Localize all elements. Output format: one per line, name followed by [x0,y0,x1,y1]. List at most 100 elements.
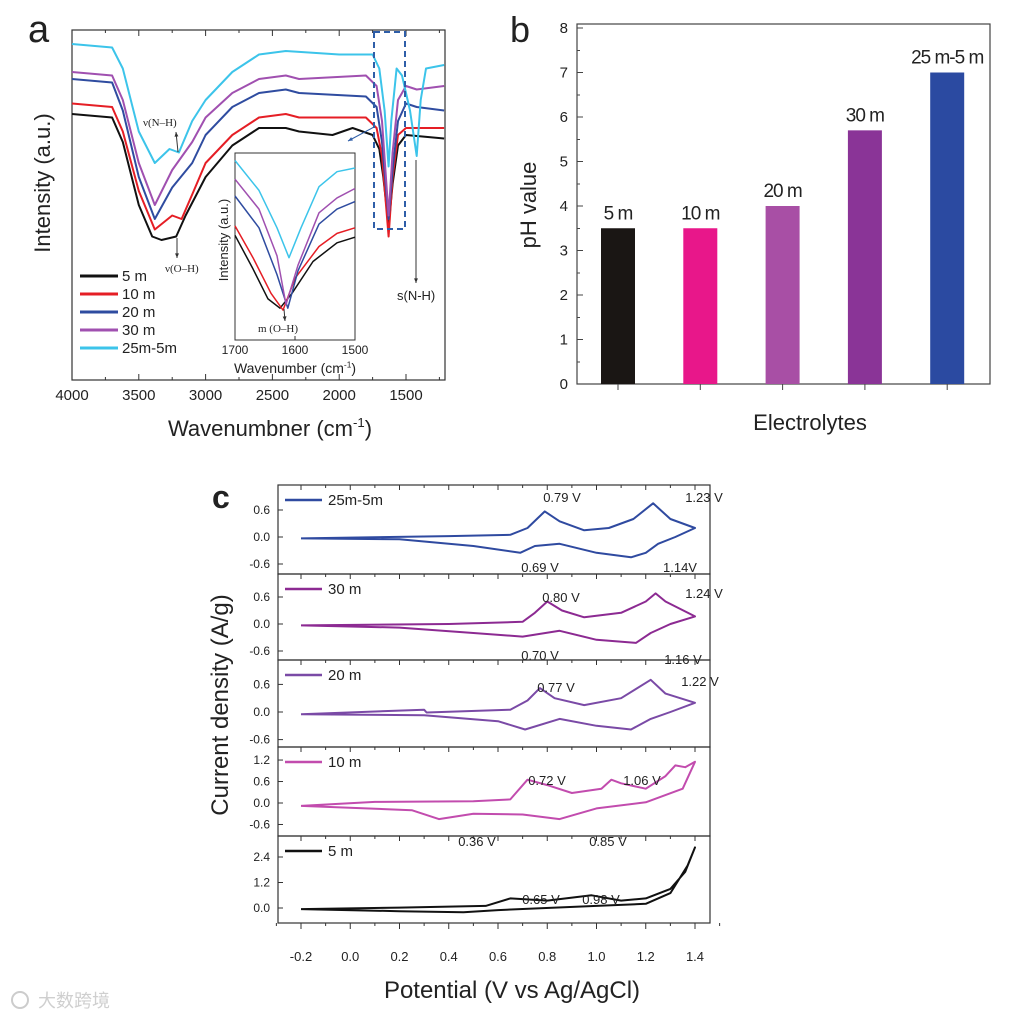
peak-label: 0.79 V [543,490,581,505]
arrow-s-nh-head [414,278,418,283]
annotation-nu-oh: ν(O–H) [165,263,199,275]
y-tick-label-c: 1.2 [253,753,270,767]
annotation-nu-nh: ν(N–H) [143,117,177,129]
x-tick-label-c: -0.2 [290,949,312,964]
peak-label: 0.65 V [522,892,560,907]
inset-series-30m [234,178,356,306]
x-tick-label-c: 1.4 [686,949,704,964]
y-axis-title-c: Current density (A/g) [207,594,234,815]
annotation-m-oh: m (O–H) [258,323,298,335]
y-tick-label-c: 0.0 [253,617,270,631]
inset-series-20m [234,195,356,309]
ftir-series-30m [71,71,445,217]
zoom-region-box [373,31,406,230]
watermark-text: 大数跨境 [38,991,110,1011]
peak-label: 0.72 V [528,773,566,788]
cv-series-5m [300,846,696,914]
y-tick-label-c: 1.2 [253,876,270,890]
y-axis-title-b: pH value [516,162,541,249]
peak-label: 0.69 V [521,560,559,575]
y-tick-label-b: 3 [560,243,568,260]
legend-label-c: 5 m [328,843,353,860]
peak-label: 1.23 V [685,490,723,505]
inset-y-axis-title: Intensity (a.u.) [216,199,231,281]
cv-series-10m [300,760,696,821]
x-tick-label-a: 3000 [189,387,222,404]
inset-x-axis-title-main: Wavenumber (cm [234,360,344,376]
cv-subpanel-frame [277,835,711,924]
arrow-nu-nh-head [174,132,179,137]
panel-letter-a: a [28,9,50,51]
x-tick-label-a: 4000 [55,387,88,404]
panel-letter-c: c [212,479,230,515]
panel-letter-b: b [510,9,530,50]
bar-5m [601,228,635,384]
legend-label-c: 25m-5m [328,492,383,509]
legend-label-a: 25m-5m [122,340,177,357]
watermark-logo-icon [11,991,29,1009]
cv-series-25m-5m [300,502,696,559]
y-tick-label-b: 6 [560,109,568,126]
peak-label: 0.70 V [521,648,559,663]
x-tick-label-a: 2500 [256,387,289,404]
inset-series-25m-5m [234,160,356,259]
inset-x-axis-title: Wavenumber (cm-1) [234,359,356,376]
y-tick-label-c: 0.0 [253,901,270,915]
y-tick-label-b: 2 [560,287,568,304]
y-tick-label-c: 0.0 [253,705,270,719]
y-tick-label-b: 4 [560,198,568,215]
y-tick-label-c: 0.6 [253,677,270,691]
x-tick-label-c: 1.0 [587,949,605,964]
x-axis-title-a-main: Wavenumbner (cm [168,416,353,441]
x-axis-title-b: Electrolytes [753,410,867,435]
x-tick-label-c: 0.2 [390,949,408,964]
y-tick-label-c: -0.6 [249,817,270,831]
y-tick-label-c: 0.6 [253,775,270,789]
x-tick-label-a: 3500 [122,387,155,404]
inset-frame [234,152,356,341]
y-tick-label-b: 5 [560,154,568,171]
cv-series-30m [300,592,696,644]
panel-a-plot-frame [71,29,446,381]
x-tick-label-c: 1.2 [637,949,655,964]
x-tick-label-c: 0.6 [489,949,507,964]
peak-label: 0.98 V [582,892,620,907]
legend-label-a: 10 m [122,286,155,303]
x-axis-title-a-close: ) [365,416,372,441]
y-tick-label-c: -0.6 [249,557,270,571]
bar-label: 25 m-5 m [911,48,983,69]
y-tick-label-c: -0.6 [249,644,270,658]
bar-label: 30 m [846,105,884,126]
peak-label: 1.14V [663,560,697,575]
bar-25m-5m [930,72,965,384]
legend-label-c: 20 m [328,667,361,684]
inset-x-axis-title-close: ) [351,360,356,376]
x-axis-title-a-sup: -1 [353,415,365,430]
inset-x-axis-title-sup: -1 [344,359,352,369]
peak-label: 0.77 V [537,680,575,695]
peak-label: 1.24 V [685,586,723,601]
legend-label-c: 30 m [328,581,361,598]
bar-20m [765,206,800,384]
peak-label: 0.85 V [589,834,627,849]
x-axis-title-a: Wavenumbner (cm-1) [168,415,372,441]
bar-30m [847,130,882,384]
x-tick-label-c: 0.8 [538,949,556,964]
y-tick-label-c: 0.0 [253,796,270,810]
x-tick-label-c: 0.4 [440,949,458,964]
inset-x-tick-label: 1600 [282,343,309,357]
bar-label: 10 m [681,203,719,224]
y-tick-label-c: 0.0 [253,530,270,544]
y-axis-title-a: Intensity (a.u.) [30,113,55,252]
cv-series-20m [300,678,696,731]
ftir-series-20m [71,78,445,220]
inset-x-tick-label: 1500 [342,343,369,357]
annotation-s-nh: s(N-H) [397,288,435,303]
bar-label: 20 m [763,181,801,202]
y-tick-label-b: 8 [560,20,568,37]
legend-label-a: 20 m [122,304,155,321]
x-tick-label-a: 2000 [323,387,356,404]
inset-x-tick-label: 1700 [222,343,249,357]
legend-label-a: 5 m [122,268,147,285]
